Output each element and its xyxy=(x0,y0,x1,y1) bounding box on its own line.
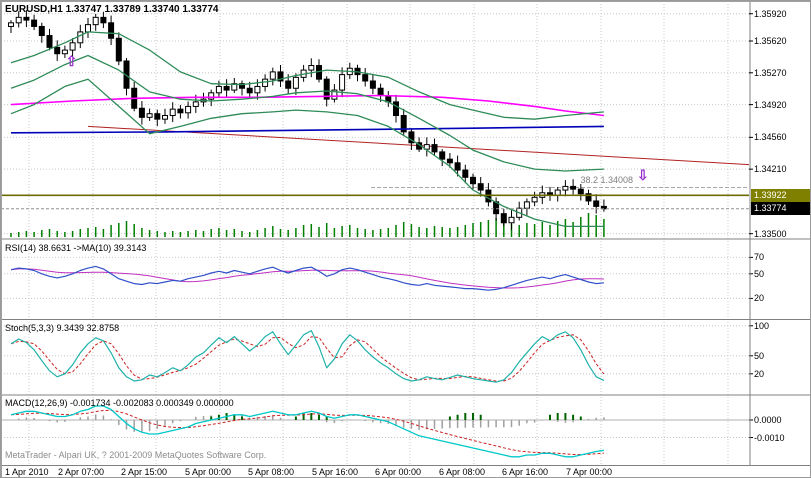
time-tick-label: 6 Apr 08:00 xyxy=(439,467,486,477)
chart-ohlc-title: EURUSD,H1 1.33747 1.33789 1.33740 1.3377… xyxy=(5,4,219,15)
macd-indicator-label: MACD(12,26,9) -0.001734 -0.002083 0.0003… xyxy=(5,398,234,408)
down-arrow-icon: ⇩ xyxy=(637,167,649,184)
stoch-indicator-label: Stoch(5,3,3) 9.3439 32.8758 xyxy=(5,323,120,333)
rsi-indicator-label: RSI(14) 38.6631 ->MA(10) 39.3143 xyxy=(5,243,147,253)
time-tick-label: 6 Apr 00:00 xyxy=(375,467,422,477)
fib-retracement-label: 38.2 1.34008 xyxy=(580,175,633,185)
rsi-tick-label: 70 xyxy=(754,252,765,263)
time-tick-label: 6 Apr 16:00 xyxy=(502,467,549,477)
time-tick-label: 2 Apr 15:00 xyxy=(121,467,168,477)
time-tick-label: 7 Apr 00:00 xyxy=(566,467,613,477)
time-tick-label: 2 Apr 07:00 xyxy=(58,467,105,477)
time-tick-label: 5 Apr 00:00 xyxy=(185,467,232,477)
time-tick-label: 5 Apr 16:00 xyxy=(312,467,359,477)
time-tick-label: 5 Apr 08:00 xyxy=(248,467,295,477)
price-tick-label: 1.35920 xyxy=(754,8,787,19)
macd-tick-label: -0.0010 xyxy=(754,432,785,443)
price-tick-label: 1.34560 xyxy=(754,132,787,143)
rsi-tick-label: 20 xyxy=(754,293,765,304)
price-tick-label: 1.34210 xyxy=(754,164,787,175)
rsi-tick-label: 50 xyxy=(754,268,765,279)
price-level-badge: 1.33922 xyxy=(751,188,810,202)
stoch-tick-label: 50 xyxy=(754,350,765,361)
price-tick-label: 1.35620 xyxy=(754,35,787,46)
price-tick-label: 1.33500 xyxy=(754,228,787,239)
time-tick-label: 1 Apr 2010 xyxy=(5,467,49,477)
macd-tick-label: 0.0000 xyxy=(754,415,782,425)
price-tick-label: 1.35270 xyxy=(754,67,787,78)
bid-price-badge: 1.33774 xyxy=(751,202,810,216)
stoch-tick-label: 20 xyxy=(754,368,765,379)
stoch-tick-label: 100 xyxy=(754,320,770,331)
brand-watermark: MetaTrader - Alpari UK, ? 2001-2009 Meta… xyxy=(5,450,267,460)
price-tick-label: 1.34920 xyxy=(754,99,787,110)
up-arrow-icon: ⇧ xyxy=(65,52,78,69)
